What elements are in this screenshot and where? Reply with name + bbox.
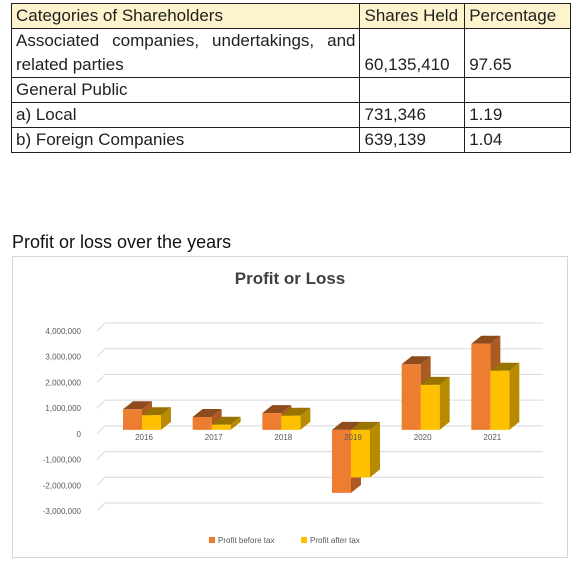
legend-label: Profit after tax: [310, 536, 360, 545]
x-tick-label: 2020: [414, 433, 432, 442]
row-shares: 60,135,410: [359, 28, 466, 78]
x-tick-label: 2017: [205, 433, 223, 442]
row-percentage: 1.19: [464, 102, 571, 128]
bar-2019-after-tax: [351, 421, 380, 478]
x-tick-label: 2016: [135, 433, 153, 442]
chart-title: Profit or Loss: [235, 269, 346, 288]
bar-2018-after-tax: [281, 407, 311, 430]
bar-2016-after-tax: [142, 407, 171, 430]
x-tick-label: 2019: [344, 433, 362, 442]
legend-swatch: [209, 537, 215, 543]
chart-container: 4,000,000 3,000,000 2,000,000 1,000,000 0 -1,…: [12, 256, 568, 558]
row-category: a) Local: [10, 102, 361, 128]
legend-label: Profit before tax: [218, 536, 274, 545]
section-heading: Profit or loss over the years: [12, 232, 232, 252]
bar-2021-after-tax: [490, 362, 520, 430]
y-tick-label: 2,000,000: [45, 378, 81, 387]
bar-2020-after-tax: [420, 376, 450, 430]
table-row: a) Local 731,346 1.19: [10, 102, 571, 128]
y-tick-label: 1,000,000: [45, 404, 81, 413]
y-tick-label: 0: [77, 430, 82, 439]
bar-2016-before-tax: [123, 401, 152, 430]
y-tick-label: -2,000,000: [43, 481, 82, 490]
row-percentage: 1.04: [464, 127, 571, 153]
table-row: b) Foreign Companies 639,139 1.04: [10, 127, 571, 153]
header-shares: Shares Held: [359, 3, 466, 29]
gridline: [96, 374, 106, 383]
table-row: General Public: [10, 77, 571, 103]
gridline: [96, 322, 106, 332]
row-shares: [359, 77, 466, 103]
table-row: Associated companies, undertakings, and …: [10, 28, 571, 78]
profit-loss-chart: 4,000,000 3,000,000 2,000,000 1,000,000 0 -1,…: [43, 269, 543, 545]
gridline: [96, 348, 106, 358]
row-shares: 731,346: [359, 102, 466, 128]
row-shares: 639,139: [359, 127, 466, 153]
row-category: Associated companies, undertakings, and …: [10, 28, 361, 78]
row-percentage: 97.65: [464, 28, 571, 78]
row-percentage: [464, 77, 571, 103]
gridline: [96, 399, 106, 409]
gridline: [96, 451, 106, 460]
y-tick-label: 3,000,000: [45, 353, 81, 362]
header-percentage: Percentage: [464, 3, 571, 29]
gridline: [96, 425, 106, 435]
header-category: Categories of Shareholders: [10, 3, 361, 29]
shareholders-table: Categories of Shareholders Shares Held P…: [10, 3, 571, 153]
row-category: b) Foreign Companies: [10, 127, 361, 153]
legend-swatch: [301, 537, 307, 543]
bar-2017-after-tax: [211, 416, 241, 430]
y-tick-label: 4,000,000: [45, 327, 81, 336]
table-header-row: Categories of Shareholders Shares Held P…: [10, 3, 571, 29]
x-tick-label: 2018: [274, 433, 292, 442]
y-tick-label: -3,000,000: [43, 507, 82, 516]
gridline: [96, 502, 106, 512]
row-category: General Public: [10, 77, 361, 103]
x-tick-label: 2021: [483, 433, 501, 442]
y-tick-label: -1,000,000: [43, 456, 82, 465]
gridline: [96, 476, 106, 486]
